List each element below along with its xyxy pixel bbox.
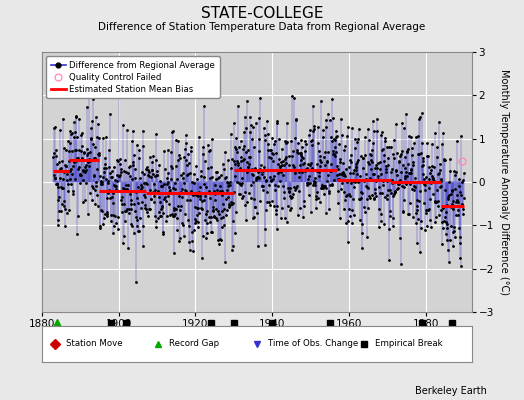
Text: Record Gap: Record Gap	[169, 340, 219, 348]
Text: Time of Obs. Change: Time of Obs. Change	[267, 340, 358, 348]
Legend: Difference from Regional Average, Quality Control Failed, Estimated Station Mean: Difference from Regional Average, Qualit…	[46, 56, 220, 98]
Text: Berkeley Earth: Berkeley Earth	[416, 386, 487, 396]
Y-axis label: Monthly Temperature Anomaly Difference (°C): Monthly Temperature Anomaly Difference (…	[499, 69, 509, 295]
Text: Empirical Break: Empirical Break	[375, 340, 443, 348]
Text: STATE-COLLEGE: STATE-COLLEGE	[201, 6, 323, 21]
Text: Station Move: Station Move	[66, 340, 122, 348]
Text: Difference of Station Temperature Data from Regional Average: Difference of Station Temperature Data f…	[99, 22, 425, 32]
